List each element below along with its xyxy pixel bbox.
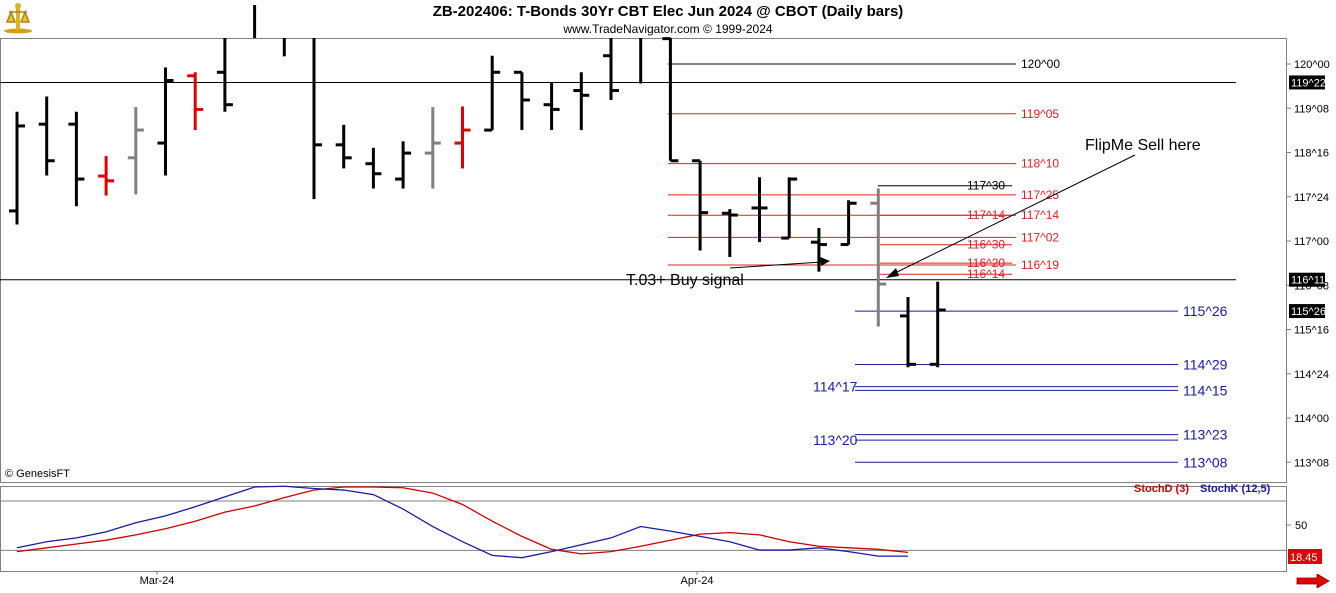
- chart-title: ZB-202406: T-Bonds 30Yr CBT Elec Jun 202…: [432, 3, 904, 20]
- sell-arrowhead: [886, 268, 899, 278]
- price-badge: [1289, 304, 1325, 319]
- chart-subtitle: www.TradeNavigator.com © 1999-2024: [563, 22, 773, 36]
- price-panel-frame: [0, 38, 1287, 483]
- stoch-panel-frame: [0, 486, 1287, 572]
- level-label: 114^29: [1183, 357, 1228, 373]
- level-label: 120^00: [1021, 57, 1060, 71]
- level-label: 115^26: [1183, 303, 1228, 319]
- level-label: 113^20: [813, 432, 858, 448]
- buy-signal-arrow: [729, 261, 823, 269]
- price-badge: [1289, 75, 1325, 90]
- stoch-d-line: [16, 486, 909, 555]
- x-tick-label: Apr-24: [680, 575, 713, 587]
- level-label: 114^17: [813, 379, 858, 395]
- price-badge-label: 116^11: [1291, 275, 1325, 287]
- sell-annotation: FlipMe Sell here: [1085, 137, 1201, 154]
- credit-text: © GenesisFT: [5, 468, 70, 480]
- level-label: 116^20: [967, 256, 1005, 270]
- buy-signal-annotation: T.03+ Buy signal: [626, 272, 744, 289]
- price-badge-label: 115^26: [1291, 306, 1326, 318]
- level-label: 116^30: [967, 238, 1005, 252]
- y-tick-label: 119^08: [1294, 103, 1329, 115]
- y-tick-label: 117^00: [1294, 236, 1329, 248]
- level-label: 117^14: [967, 208, 1005, 222]
- stoch-k-line: [16, 485, 908, 559]
- x-tick-label: Mar-24: [140, 575, 175, 587]
- level-label: 116^19: [1021, 258, 1059, 272]
- stoch-tick-label: 50: [1295, 520, 1307, 532]
- price-badge-label: 119^22: [1291, 77, 1326, 89]
- level-label: 117^14: [1021, 208, 1059, 222]
- y-tick-label: 118^16: [1294, 148, 1329, 160]
- price-badge: [1289, 272, 1325, 287]
- legend-stoch-k: StochK (12,5): [1200, 483, 1271, 495]
- level-label: 118^10: [1021, 157, 1059, 171]
- y-tick-label: 120^00: [1294, 59, 1330, 71]
- y-tick-label: 114^24: [1294, 369, 1329, 381]
- y-tick-label: 113^08: [1294, 457, 1329, 469]
- genesis-logo-icon: [3, 2, 33, 34]
- stoch-last-value-badge: [1288, 549, 1322, 564]
- level-label: 114^15: [1183, 382, 1228, 398]
- level-label: 113^08: [1183, 454, 1228, 470]
- y-tick-label: 117^24: [1294, 192, 1329, 204]
- level-label: 119^05: [1021, 107, 1059, 121]
- sell-arrow: [892, 154, 1136, 275]
- scroll-right-arrow-icon[interactable]: [1296, 573, 1330, 589]
- level-label: 117^02: [1021, 230, 1059, 244]
- stoch-last-value: 18.45: [1290, 552, 1318, 564]
- level-label: 117^30: [967, 179, 1005, 193]
- legend-stoch-d: StochD (3): [1134, 483, 1189, 495]
- level-label: 116^14: [967, 267, 1005, 281]
- y-tick-label: 114^00: [1294, 413, 1329, 425]
- buy-arrowhead: [820, 257, 830, 266]
- y-tick-label: 115^16: [1294, 325, 1329, 337]
- level-label: 117^25: [1021, 188, 1059, 202]
- level-label: 113^23: [1183, 427, 1228, 443]
